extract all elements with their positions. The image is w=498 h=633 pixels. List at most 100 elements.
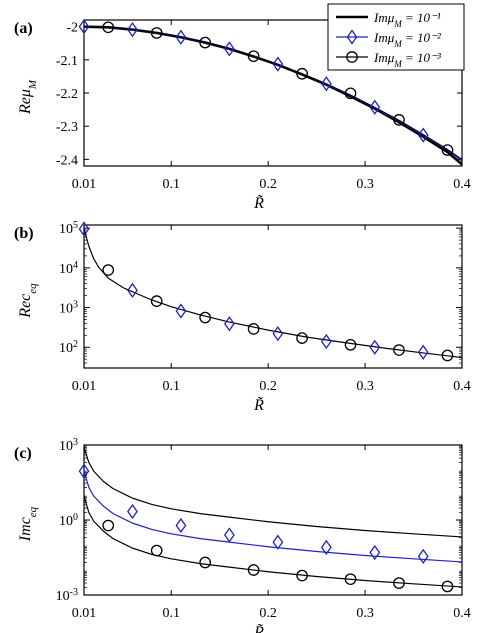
y-axis-label: ReμM	[17, 79, 39, 115]
legend-label: ImμM = 10⁻²	[373, 30, 442, 49]
panel-label: (a)	[14, 20, 33, 37]
circle-marker	[150, 27, 163, 39]
x-tick-label: 0.3	[356, 606, 374, 621]
diamond-marker	[320, 333, 332, 350]
y-tick-label: 104	[59, 259, 78, 277]
diamond-marker	[272, 326, 284, 342]
diamond-marker	[78, 221, 90, 237]
diamond-marker	[127, 282, 138, 299]
y-tick-label: 10-3	[56, 587, 78, 605]
circle-marker	[296, 67, 308, 80]
diamond-marker	[369, 99, 381, 115]
diamond-marker	[417, 127, 429, 143]
series-line-0	[84, 228, 462, 359]
series-line-2	[84, 495, 462, 588]
x-tick-label: 0.4	[453, 177, 471, 192]
y-tick-label: -2.3	[56, 120, 78, 135]
x-tick-label: 0.2	[259, 606, 277, 621]
circle-marker	[102, 264, 115, 276]
x-axis-label: R̃	[253, 623, 264, 633]
diamond-marker	[272, 534, 284, 550]
plot-area	[84, 228, 462, 359]
panel-label: (c)	[14, 445, 32, 462]
x-tick-label: 0.01	[72, 379, 97, 394]
series-line-1	[84, 470, 462, 563]
circle-marker	[296, 569, 308, 582]
diamond-marker	[78, 19, 90, 35]
x-tick-label: 0.2	[259, 177, 277, 192]
x-tick-label: 0.4	[453, 606, 471, 621]
plot-area	[84, 25, 462, 166]
y-tick-label: -2	[66, 21, 78, 36]
diamond-marker	[175, 517, 187, 534]
panel-b: 0.01 0.1 0.2 0.3 0.4 105 104 103 102 (b) Receq R̃	[14, 220, 471, 414]
x-tick-label: 0.1	[162, 606, 180, 621]
series-line-0	[84, 447, 462, 538]
circle-marker	[346, 51, 358, 63]
panel-label: (b)	[14, 225, 34, 242]
x-tick-label: 0.01	[72, 177, 97, 192]
circle-marker	[393, 577, 405, 589]
circle-marker	[441, 349, 454, 362]
x-tick-label: 0.01	[72, 606, 97, 621]
diamond-marker	[417, 344, 429, 360]
x-tick-label: 0.1	[162, 379, 180, 394]
circle-marker	[199, 556, 212, 569]
x-tick-label: 0.1	[162, 177, 180, 192]
circle-marker	[441, 580, 454, 593]
diamond-marker	[223, 41, 235, 57]
diamond-marker	[127, 21, 138, 38]
x-axis-label: R̃	[253, 396, 264, 414]
x-tick-label: 0.4	[453, 379, 471, 394]
diamond-marker	[223, 316, 235, 332]
y-tick-label: -2.4	[56, 153, 78, 168]
y-tick-label: 103	[59, 299, 78, 317]
circle-marker	[102, 519, 115, 532]
diamond-marker	[320, 539, 332, 556]
circle-marker	[247, 323, 260, 335]
diamond-marker	[320, 76, 332, 92]
y-tick-label: -2.1	[56, 54, 78, 69]
circle-marker	[441, 144, 454, 156]
circle-marker	[150, 295, 163, 307]
circle-marker	[344, 573, 357, 586]
x-tick-label: 0.2	[259, 379, 277, 394]
y-axis-label: Imceq	[17, 506, 39, 542]
diamond-marker	[175, 303, 187, 319]
circle-marker	[150, 544, 163, 557]
circle-marker	[247, 50, 260, 63]
circle-marker	[102, 21, 115, 34]
x-tick-label: 0.3	[356, 177, 374, 192]
y-tick-label: 102	[59, 339, 78, 357]
circle-marker	[393, 344, 405, 356]
diamond-marker	[369, 339, 381, 355]
panel-c: 0.01 0.1 0.2 0.3 0.4 103 100 10-3 (c) Imceq R̃	[14, 437, 471, 633]
circle-marker	[393, 114, 405, 126]
y-tick-label: -2.2	[56, 87, 78, 102]
plot-frame	[83, 224, 463, 369]
diamond-marker	[175, 29, 187, 45]
circle-marker	[296, 332, 308, 344]
diamond-marker	[417, 548, 429, 565]
diamond-marker	[369, 544, 381, 561]
diamond-marker	[346, 29, 358, 45]
x-axis-label: R̃	[253, 194, 264, 212]
circle-marker	[199, 36, 212, 49]
diamond-marker	[272, 56, 284, 72]
diamond-marker	[78, 463, 90, 479]
y-tick-label: 103	[59, 437, 78, 455]
panel-a: 0.01 0.1 0.2 0.3 0.4 -2 -2.1 -2.2 -2.3 -2.4 (a) Reμ…	[14, 3, 471, 212]
circle-marker	[199, 311, 212, 324]
x-tick-label: 0.3	[356, 379, 374, 394]
circle-marker	[247, 564, 260, 576]
circle-marker	[344, 87, 357, 100]
diamond-marker	[223, 527, 235, 543]
y-axis-label: Receq	[17, 283, 39, 319]
series-line-2	[84, 26, 462, 160]
legend-label: ImμM = 10⁻³	[373, 50, 442, 69]
legend-label: ImμM = 10⁻¹	[373, 10, 441, 29]
y-tick-label: 105	[59, 220, 78, 238]
plot-area	[84, 447, 462, 588]
